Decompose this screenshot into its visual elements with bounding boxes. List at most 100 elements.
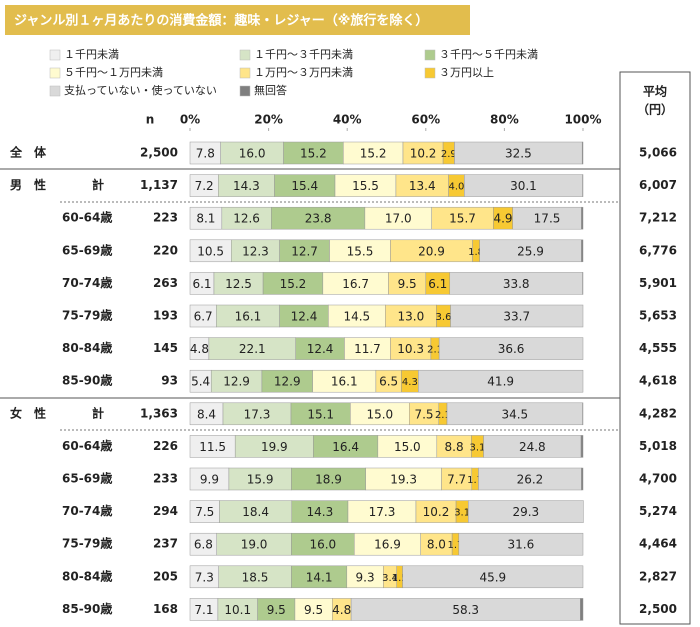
data-label: 4.8 bbox=[190, 342, 209, 356]
average-value: 6,007 bbox=[639, 178, 677, 192]
data-label: 22.1 bbox=[239, 342, 266, 356]
row-label: 75-79歳 bbox=[62, 536, 112, 551]
data-label: 9.5 bbox=[267, 603, 286, 617]
data-label: 29.3 bbox=[512, 505, 539, 519]
data-label: 19.9 bbox=[261, 440, 288, 454]
data-label: 23.8 bbox=[305, 212, 332, 226]
row-label: 80-84歳 bbox=[62, 340, 112, 355]
data-label: 7.2 bbox=[195, 179, 214, 193]
average-value: 7,212 bbox=[639, 211, 677, 225]
n-value: 93 bbox=[161, 374, 178, 388]
data-label: 17.0 bbox=[385, 212, 412, 226]
data-label: 8.4 bbox=[197, 407, 216, 421]
data-label: 7.5 bbox=[195, 505, 214, 519]
legend-swatch bbox=[424, 49, 436, 61]
n-value: 168 bbox=[153, 602, 178, 616]
bar-segment bbox=[581, 239, 584, 263]
data-label: 24.8 bbox=[519, 440, 546, 454]
data-label: 14.5 bbox=[343, 310, 370, 324]
data-label: 8.8 bbox=[445, 440, 464, 454]
data-label: 15.2 bbox=[280, 277, 307, 291]
row-group: 男 性 bbox=[10, 177, 46, 192]
data-label: 4.3 bbox=[402, 377, 418, 388]
data-label: 7.8 bbox=[196, 147, 215, 161]
row-label: 計 bbox=[92, 405, 104, 420]
data-label: 12.6 bbox=[233, 212, 260, 226]
data-label: 6.8 bbox=[194, 538, 213, 552]
average-header: 平均 bbox=[643, 84, 667, 99]
data-label: 13.0 bbox=[398, 310, 425, 324]
data-label: 4.8 bbox=[332, 603, 351, 617]
row-label: 60-64歳 bbox=[62, 438, 112, 453]
data-label: 4.9 bbox=[493, 212, 512, 226]
data-label: 16.0 bbox=[309, 538, 336, 552]
data-label: 14.1 bbox=[306, 570, 333, 584]
data-label: 7.7 bbox=[447, 473, 466, 487]
data-label: 10.1 bbox=[224, 603, 251, 617]
legend-swatch bbox=[239, 49, 251, 61]
bar-segment bbox=[580, 435, 584, 458]
data-label: 6.1 bbox=[428, 277, 447, 291]
x-tick-label: 0% bbox=[180, 113, 200, 127]
data-label: 4.0 bbox=[449, 182, 465, 193]
row-label: 70-74歳 bbox=[62, 503, 112, 518]
data-label: 15.2 bbox=[300, 147, 327, 161]
row-label: 70-74歳 bbox=[62, 275, 112, 290]
data-label: 10.2 bbox=[410, 147, 437, 161]
data-label: 36.6 bbox=[498, 342, 525, 356]
data-label: 1.7 bbox=[448, 540, 464, 551]
data-label: 12.5 bbox=[225, 277, 252, 291]
data-label: 1.8 bbox=[468, 247, 484, 258]
data-label: 31.6 bbox=[508, 538, 535, 552]
data-label: 15.5 bbox=[347, 244, 374, 258]
data-label: 9.5 bbox=[304, 603, 323, 617]
x-tick-label: 40% bbox=[333, 113, 362, 127]
row-group: 女 性 bbox=[10, 405, 46, 420]
legend-label: ５千円～１万円未満 bbox=[64, 66, 163, 79]
average-value: 5,018 bbox=[639, 439, 677, 453]
data-label: 25.9 bbox=[517, 244, 544, 258]
data-label: 20.9 bbox=[418, 244, 445, 258]
data-label: 9.9 bbox=[200, 473, 219, 487]
legend-label: 支払っていない・使っていない bbox=[64, 83, 217, 97]
row-label: 65-69歳 bbox=[62, 242, 112, 257]
average-value: 6,776 bbox=[639, 243, 677, 257]
data-label: 10.3 bbox=[397, 342, 424, 356]
legend-swatch bbox=[49, 85, 61, 97]
data-label: 18.5 bbox=[242, 570, 269, 584]
data-label: 11.7 bbox=[354, 342, 381, 356]
data-label: 3.6 bbox=[436, 312, 452, 323]
data-label: 15.0 bbox=[394, 440, 421, 454]
data-label: 10.5 bbox=[197, 244, 224, 258]
x-tick-label: 20% bbox=[254, 113, 283, 127]
data-label: 15.5 bbox=[352, 179, 379, 193]
data-label: 12.4 bbox=[307, 342, 334, 356]
x-tick-label: 80% bbox=[490, 113, 519, 127]
data-label: 2.1 bbox=[427, 345, 443, 356]
row-label: 85-90歳 bbox=[62, 373, 112, 388]
data-label: 12.9 bbox=[223, 375, 250, 389]
data-label: 3.1 bbox=[454, 508, 470, 519]
data-label: 17.3 bbox=[244, 407, 271, 421]
data-label: 2.9 bbox=[441, 149, 457, 160]
data-label: 16.1 bbox=[331, 375, 358, 389]
data-label: 9.5 bbox=[398, 277, 417, 291]
n-value: 223 bbox=[153, 211, 178, 225]
n-value: 233 bbox=[153, 472, 178, 486]
data-label: 6.1 bbox=[192, 277, 211, 291]
data-label: 19.3 bbox=[390, 473, 417, 487]
x-tick-label: 60% bbox=[411, 113, 440, 127]
data-label: 33.8 bbox=[503, 277, 530, 291]
data-label: 6.5 bbox=[379, 375, 398, 389]
data-label: 14.3 bbox=[233, 179, 260, 193]
bar-segment bbox=[402, 565, 584, 589]
data-label: 15.1 bbox=[307, 407, 334, 421]
average-value: 4,555 bbox=[639, 341, 677, 355]
n-value: 145 bbox=[153, 341, 178, 355]
average-value: 4,618 bbox=[639, 374, 677, 388]
data-label: 17.5 bbox=[534, 212, 561, 226]
row-label: 85-90歳 bbox=[62, 601, 112, 616]
data-label: 7.1 bbox=[194, 603, 213, 617]
row-label: 全 体 bbox=[9, 145, 47, 160]
data-label: 18.4 bbox=[242, 505, 269, 519]
